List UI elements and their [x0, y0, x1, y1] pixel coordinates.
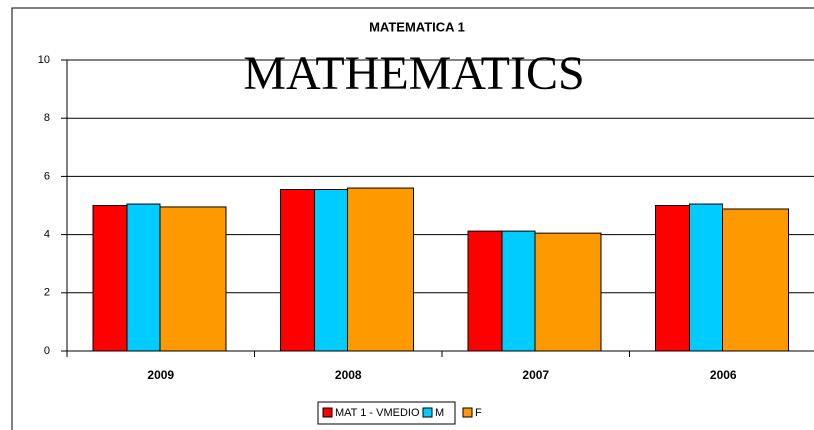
legend-swatch	[322, 407, 333, 418]
x-tick-label: 2009	[147, 368, 174, 382]
bar	[467, 230, 503, 352]
legend-label: F	[475, 407, 482, 419]
bar	[347, 187, 414, 352]
bar	[126, 203, 161, 352]
chart-title: MATEMATICA 1	[369, 19, 465, 34]
bar	[159, 206, 227, 352]
bar	[689, 203, 723, 352]
bar	[655, 205, 690, 352]
legend-swatch	[422, 407, 433, 418]
y-tick-label: 4	[44, 229, 50, 241]
legend-label: M	[435, 407, 444, 419]
y-tick-label: 8	[44, 112, 50, 124]
bar	[92, 205, 128, 352]
bar	[314, 188, 348, 352]
legend-box	[317, 401, 456, 425]
y-tick-label: 0	[44, 345, 50, 357]
x-tick-label: 2007	[522, 368, 549, 382]
bar	[280, 188, 315, 352]
x-tick-label: 2006	[710, 368, 737, 382]
annotation: MATHEMATICS	[243, 47, 584, 100]
bar	[722, 208, 789, 352]
legend-label: MAT 1 - VMEDIO	[335, 407, 420, 419]
x-tick-label: 2008	[335, 368, 362, 382]
bar	[501, 230, 536, 352]
y-tick-label: 10	[38, 54, 50, 66]
legend-swatch	[462, 407, 473, 418]
y-tick-label: 2	[44, 287, 50, 299]
y-tick-label: 6	[44, 170, 50, 182]
bar	[534, 232, 602, 352]
